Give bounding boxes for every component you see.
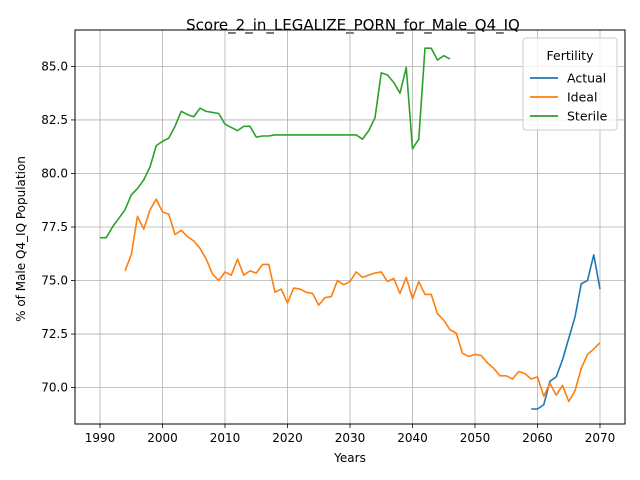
series-layer xyxy=(100,47,601,410)
series-line-ideal xyxy=(124,198,601,403)
series-line-actual xyxy=(531,254,601,410)
legend-entries: Actual Ideal Sterile xyxy=(530,71,608,124)
y-tick-label: 82.5 xyxy=(41,113,68,127)
y-axis-label: % of Male Q4_IQ Population xyxy=(14,156,28,322)
x-tick-label: 2060 xyxy=(522,431,553,445)
chart-title: Score_2_in_LEGALIZE_PORN_for_Male_Q4_IQ xyxy=(186,16,520,35)
x-axis-label: Years xyxy=(333,451,366,465)
series-line-sterile xyxy=(100,47,451,239)
x-tick-label: 2070 xyxy=(585,431,616,445)
y-tick-label: 85.0 xyxy=(41,59,68,73)
y-tick-label: 80.0 xyxy=(41,166,68,180)
y-tick-label: 75.0 xyxy=(41,274,68,288)
x-tick-label: 2030 xyxy=(335,431,366,445)
y-tick-label: 72.5 xyxy=(41,327,68,341)
x-tick-label: 2040 xyxy=(397,431,428,445)
x-tick-label: 1990 xyxy=(85,431,116,445)
x-tick-label: 2000 xyxy=(147,431,178,445)
legend-label-ideal: Ideal xyxy=(567,90,597,105)
x-tick-label: 2020 xyxy=(272,431,303,445)
y-tick-label: 77.5 xyxy=(41,220,68,234)
y-axis-ticks: 70.0 72.5 75.0 77.5 80.0 82.5 85.0 xyxy=(41,59,75,395)
x-tick-label: 2010 xyxy=(210,431,241,445)
legend-box xyxy=(522,37,618,131)
legend-title: Fertility xyxy=(547,48,595,63)
legend-label-sterile: Sterile xyxy=(567,109,608,124)
legend-label-actual: Actual xyxy=(567,71,606,86)
y-tick-label: 70.0 xyxy=(41,381,68,395)
legend: Fertility Actual Ideal Sterile xyxy=(522,37,618,131)
x-tick-label: 2050 xyxy=(460,431,491,445)
x-axis-ticks: 1990 2000 2010 2020 2030 2040 2050 2060 2070 xyxy=(85,424,616,445)
